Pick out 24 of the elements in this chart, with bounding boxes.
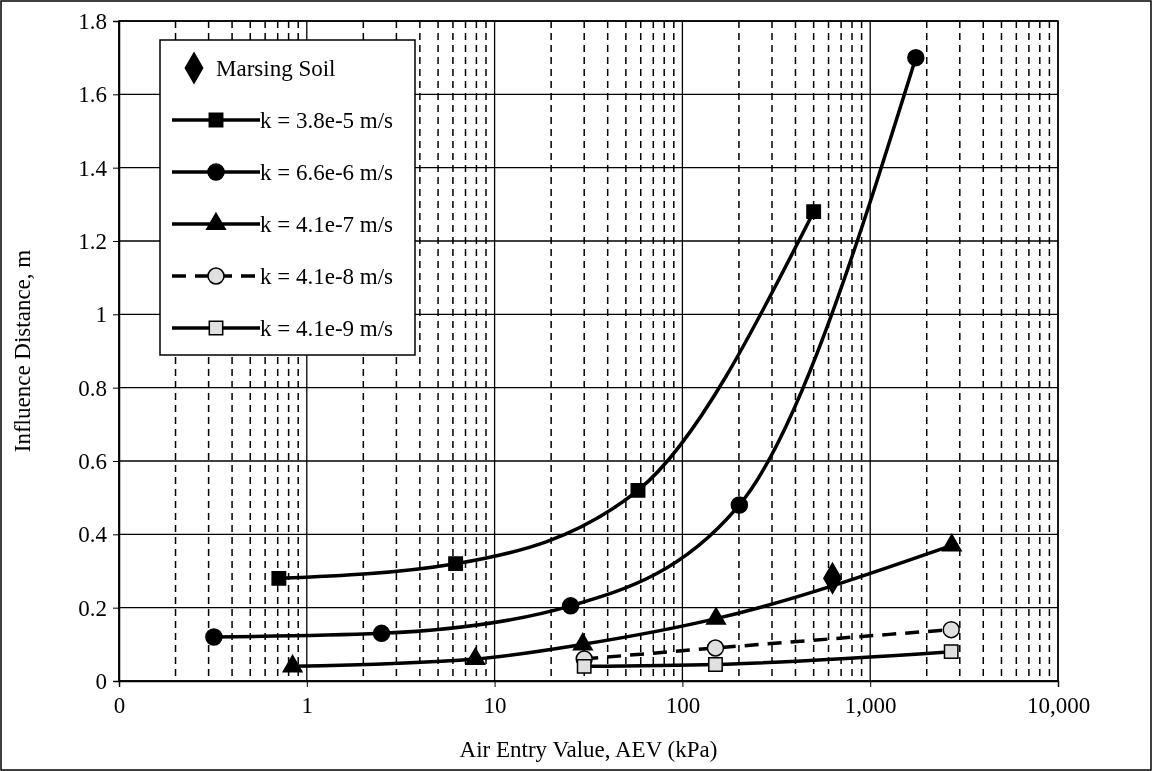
legend-label: k = 3.8e-5 m/s [260,108,394,133]
legend-label: k = 6.6e-6 m/s [260,160,394,185]
legend-label: k = 4.1e-8 m/s [260,264,394,289]
y-axis-title: Influence Distance, m [10,249,35,453]
x-tick-label: 100 [665,693,701,719]
y-tick-label: 0.2 [78,595,107,621]
x-axis-title: Air Entry Value, AEV (kPa) [459,737,718,762]
x-tick-label: 1 [301,693,314,719]
y-tick-label: 0.6 [78,448,107,474]
y-tick-label: 0 [95,668,107,694]
y-tick-label: 0.8 [78,375,107,401]
legend-label: k = 4.1e-7 m/s [260,212,394,237]
y-tick-label: 1.4 [78,155,108,181]
y-tick-label: 0.4 [78,522,108,548]
legend-label: k = 4.1e-9 m/s [260,316,394,341]
y-tick-label: 1.8 [78,8,107,34]
x-tick-label: 10 [483,693,507,719]
x-tick-label: 1,000 [844,693,897,719]
x-tick-label: 0 [113,693,126,719]
y-tick-label: 1 [95,302,107,328]
legend-label: Marsing Soil [216,56,336,81]
x-tick-label: 10,000 [1026,693,1091,719]
y-tick-label: 1.2 [78,228,107,254]
y-tick-label: 1.6 [78,82,107,108]
